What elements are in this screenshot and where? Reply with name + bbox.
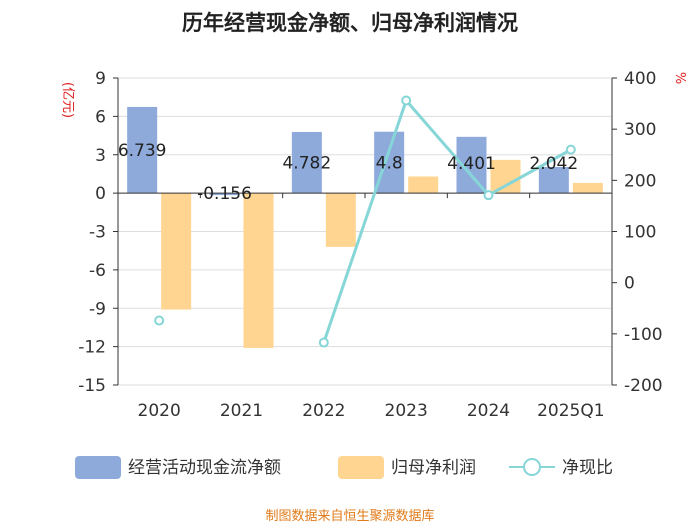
- left-tick-label: 0: [95, 184, 106, 204]
- left-tick-label: -9: [89, 299, 106, 319]
- x-tick-label: 2021: [220, 401, 263, 421]
- net-profit-bar: [161, 193, 192, 310]
- gridlines: [118, 77, 612, 386]
- data-labels: 6.739 -0.156 4.782 4.8 4.401 2.042: [118, 141, 578, 204]
- right-tick-label: 0: [624, 274, 635, 294]
- cashflow-bar: [291, 131, 322, 194]
- cashflow-data-label: 4.782: [282, 154, 331, 174]
- ratio-point: [483, 190, 494, 201]
- right-tick-label: 300: [624, 120, 656, 140]
- axes: 9 6 3 0 -3 -6 -9 -12 -15 400 300 200 100 0 -100 -200 202…: [78, 69, 662, 421]
- ratio-point: [154, 315, 165, 326]
- x-tick-label: 2022: [302, 401, 345, 421]
- x-tick-label: 2023: [385, 401, 428, 421]
- left-axis-unit: (亿元): [60, 82, 75, 118]
- right-tick-label: 400: [624, 69, 656, 89]
- left-tick-label: 6: [95, 107, 106, 127]
- net-profit-bar: [572, 182, 603, 194]
- cashflow-data-label: -0.156: [197, 184, 252, 204]
- ratio-point: [318, 337, 329, 348]
- x-tick-label: 2020: [138, 401, 181, 421]
- cashflow-data-label: 6.739: [118, 141, 167, 161]
- legend: 经营活动现金流净额 归母净利润 净现比: [75, 456, 613, 479]
- right-tick-label: -200: [624, 376, 663, 396]
- left-tick-label: -15: [78, 376, 106, 396]
- net-profit-bar: [490, 159, 521, 194]
- x-tick-label: 2024: [467, 401, 510, 421]
- ratio-point: [401, 95, 412, 106]
- cashflow-bar: [209, 193, 240, 196]
- right-axis-unit: %: [672, 72, 687, 84]
- net-profit-bar: [243, 193, 274, 348]
- ratio-line-segment: [487, 148, 573, 197]
- right-tick-label: 200: [624, 171, 656, 191]
- ratio-line-segment: [404, 99, 490, 197]
- cashflow-bar: [538, 167, 569, 194]
- legend-swatch-cashflow: [75, 456, 121, 479]
- bars: [127, 106, 603, 348]
- left-tick-label: 9: [95, 69, 106, 89]
- right-tick-label: -100: [624, 325, 663, 345]
- legend-label-net-profit: 归母净利润: [391, 458, 476, 478]
- net-profit-bar: [408, 176, 439, 194]
- ratio-line: [154, 95, 576, 348]
- cashflow-data-label: 2.042: [529, 154, 578, 174]
- ratio-point: [565, 144, 576, 155]
- ratio-line-segment: [322, 99, 408, 345]
- legend-label-ratio: 净现比: [562, 458, 613, 478]
- legend-marker-ratio: [523, 458, 541, 476]
- right-tick-label: 100: [624, 223, 656, 243]
- footer-source: 制图数据来自恒生聚源数据库: [265, 508, 434, 524]
- cashflow-bar: [127, 106, 158, 194]
- left-tick-label: -6: [89, 261, 106, 281]
- x-tick-label: 2025Q1: [537, 401, 604, 421]
- net-profit-bar: [325, 193, 356, 247]
- legend-label-cashflow: 经营活动现金流净额: [128, 458, 281, 478]
- cashflow-data-label: 4.8: [376, 153, 403, 173]
- cashflow-data-label: 4.401: [447, 154, 496, 174]
- left-tick-label: 3: [95, 146, 106, 166]
- left-tick-label: -12: [78, 338, 106, 358]
- legend-swatch-net-profit: [338, 456, 384, 479]
- chart-title: 历年经营现金净额、归母净利润情况: [182, 11, 518, 35]
- left-tick-label: -3: [89, 223, 106, 243]
